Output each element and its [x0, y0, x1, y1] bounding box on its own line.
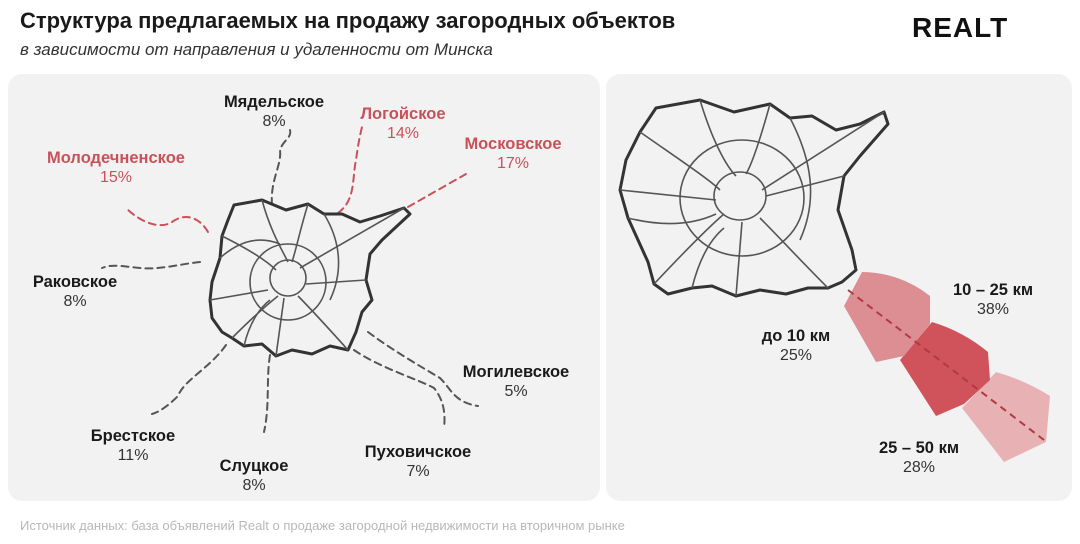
direction-name: Московское — [464, 135, 562, 153]
distance-name: до 10 км — [761, 327, 831, 345]
direction-label-logoyskoe: Логойское 14% — [338, 104, 468, 144]
direction-value: 15% — [99, 169, 133, 186]
direction-name: Слуцкое — [219, 457, 289, 475]
road-logoyskoe — [337, 126, 363, 214]
road-puhovichskoe — [353, 349, 446, 429]
distance-label-near: до 10 км 25% — [736, 326, 856, 366]
directions-map-panel: Мядельское 8% Логойское 14% Московское 1… — [8, 74, 600, 501]
direction-name: Брестское — [90, 427, 176, 445]
direction-value: 8% — [262, 113, 286, 130]
city-streets — [209, 199, 405, 357]
minsk-distance-map — [618, 98, 1050, 462]
distance-value: 25% — [779, 347, 813, 364]
distance-label-mid: 10 – 25 км 38% — [928, 280, 1058, 320]
minsk-city-outline — [208, 198, 412, 358]
distance-value: 28% — [902, 459, 936, 476]
direction-value: 14% — [386, 125, 420, 142]
distance-label-far: 25 – 50 км 28% — [854, 438, 984, 478]
minsk-directions-map — [101, 126, 479, 433]
distance-axis — [847, 289, 1045, 441]
realt-logo: REALT — [912, 12, 1009, 43]
direction-name: Мядельское — [223, 93, 325, 111]
road-myadelskoe — [270, 129, 292, 206]
page-subtitle: в зависимости от направления и удаленнос… — [20, 40, 493, 59]
direction-name: Логойское — [360, 105, 446, 123]
direction-value: 8% — [242, 477, 266, 494]
direction-name: Раковское — [32, 273, 118, 291]
direction-name: Пуховичское — [364, 443, 472, 461]
distance-value: 38% — [976, 301, 1010, 318]
distance-panel: 10 – 25 км 38% до 10 км 25% 25 – 50 км 2… — [606, 74, 1072, 501]
direction-name: Могилевское — [462, 363, 570, 381]
direction-value: 8% — [63, 293, 87, 310]
minsk-city-outline-right — [618, 98, 890, 298]
direction-label-myadelskoe: Мядельское 8% — [204, 92, 344, 132]
page-title: Структура предлагаемых на продажу загоро… — [20, 8, 676, 33]
direction-label-puhovichskoe: Пуховичское 7% — [340, 442, 496, 482]
direction-label-brestskoe: Брестское 11% — [68, 426, 198, 466]
data-source-note: Источник данных: база объявлений Realt о… — [20, 518, 625, 533]
distance-name: 25 – 50 км — [878, 439, 960, 457]
direction-label-rakovskoe: Раковское 8% — [10, 272, 140, 312]
direction-label-mogilevskoe: Могилевское 5% — [436, 362, 596, 402]
direction-label-moskovskoe: Московское 17% — [438, 134, 588, 174]
direction-value: 7% — [406, 463, 430, 480]
direction-name: Молодечненское — [47, 149, 185, 167]
sector-mid — [900, 322, 990, 416]
direction-value: 17% — [496, 155, 530, 172]
direction-label-molodechnenskoe: Молодечненское 15% — [18, 148, 214, 188]
direction-label-slutskoe: Слуцкое 8% — [194, 456, 314, 496]
direction-value: 11% — [117, 447, 149, 464]
road-rakovskoe — [101, 261, 201, 270]
road-moskovskoe — [407, 173, 467, 208]
road-brestskoe — [151, 344, 227, 415]
city-streets-right — [619, 99, 885, 297]
road-molodechnenskoe — [125, 207, 209, 233]
distance-name: 10 – 25 км — [952, 281, 1034, 299]
road-mogilevskoe — [367, 331, 479, 407]
road-slutskoe — [263, 354, 271, 433]
sector-near — [844, 272, 930, 362]
direction-value: 5% — [504, 383, 528, 400]
